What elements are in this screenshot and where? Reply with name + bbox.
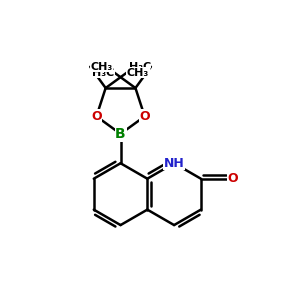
- Text: O: O: [228, 172, 238, 185]
- Text: B: B: [115, 127, 126, 141]
- Text: O: O: [91, 110, 102, 123]
- Text: H₃C: H₃C: [92, 68, 114, 78]
- Text: CH₃: CH₃: [127, 68, 149, 78]
- Text: CH₃: CH₃: [90, 62, 112, 72]
- Text: H₃C: H₃C: [129, 62, 151, 72]
- Text: O: O: [140, 110, 150, 123]
- Text: NH: NH: [164, 157, 184, 170]
